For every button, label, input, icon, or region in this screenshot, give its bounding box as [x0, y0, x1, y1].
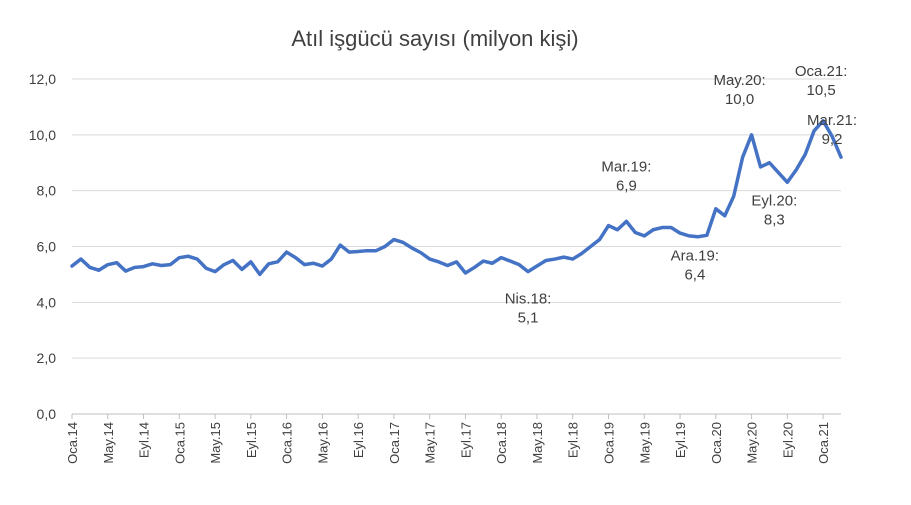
x-tick-label: Eyl.17: [458, 422, 473, 458]
data-label: Mar.19: 6,9: [601, 158, 651, 194]
x-tick-label: Oca.15: [172, 422, 187, 464]
y-tick-label: 2,0: [37, 350, 57, 366]
y-tick-label: 12,0: [29, 71, 56, 87]
series-line: [70, 119, 843, 277]
data-label: Ara.19: 6,4: [671, 247, 719, 283]
data-label: Nis.18: 5,1: [505, 291, 552, 327]
x-tick-label: Oca.14: [65, 422, 80, 464]
x-tick-label: May.17: [423, 422, 438, 464]
series-layer: [70, 119, 843, 277]
data-label: Mar.21: 9,2: [807, 112, 857, 148]
x-tick-label: Eyl.20: [780, 422, 795, 458]
chart-title: Atıl işgücü sayısı (milyon kişi): [291, 26, 578, 51]
x-tick-label: Oca.20: [709, 422, 724, 464]
x-tick-label: May.14: [101, 422, 116, 464]
x-tick-label: May.20: [745, 422, 760, 464]
annotations: Nis.18: 5,1 Mar.19: 6,9 Ara.19: 6,4 May.20: 10,…: [505, 63, 857, 327]
x-tick-label: Oca.16: [280, 422, 295, 464]
y-tick-label: 4,0: [37, 294, 57, 310]
data-label: Eyl.20: 8,3: [751, 192, 797, 228]
y-tick-label: 0,0: [37, 406, 57, 422]
x-tick-label: Eyl.19: [673, 422, 688, 458]
x-tick-label: Eyl.15: [244, 422, 259, 458]
x-tick-label: Oca.21: [816, 422, 831, 464]
y-axis-ticks: 0,0 2,0 4,0 6,0 8,0 10,0 12,0: [29, 71, 56, 422]
x-tick-label: Eyl.18: [566, 422, 581, 458]
x-axis-ticks: Oca.14 May.14 Eyl.14 Oca.15 May.15 Eyl.15 Oca.…: [65, 414, 831, 464]
x-tick-label: Eyl.16: [351, 422, 366, 458]
y-tick-label: 8,0: [37, 183, 57, 199]
x-tick-label: May.16: [315, 422, 330, 464]
x-tick-label: Oca.17: [387, 422, 402, 464]
x-tick-label: Eyl.14: [137, 422, 152, 458]
data-label: May.20: 10,0: [713, 72, 765, 108]
x-tick-label: May.18: [530, 422, 545, 464]
y-tick-label: 10,0: [29, 127, 56, 143]
x-tick-label: Oca.19: [602, 422, 617, 464]
data-label: Oca.21: 10,5: [795, 63, 848, 99]
x-tick-label: Oca.18: [494, 422, 509, 464]
x-tick-label: May.19: [637, 422, 652, 464]
gridlines: [72, 78, 841, 415]
x-tick-label: May.15: [208, 422, 223, 464]
y-tick-label: 6,0: [37, 239, 57, 255]
